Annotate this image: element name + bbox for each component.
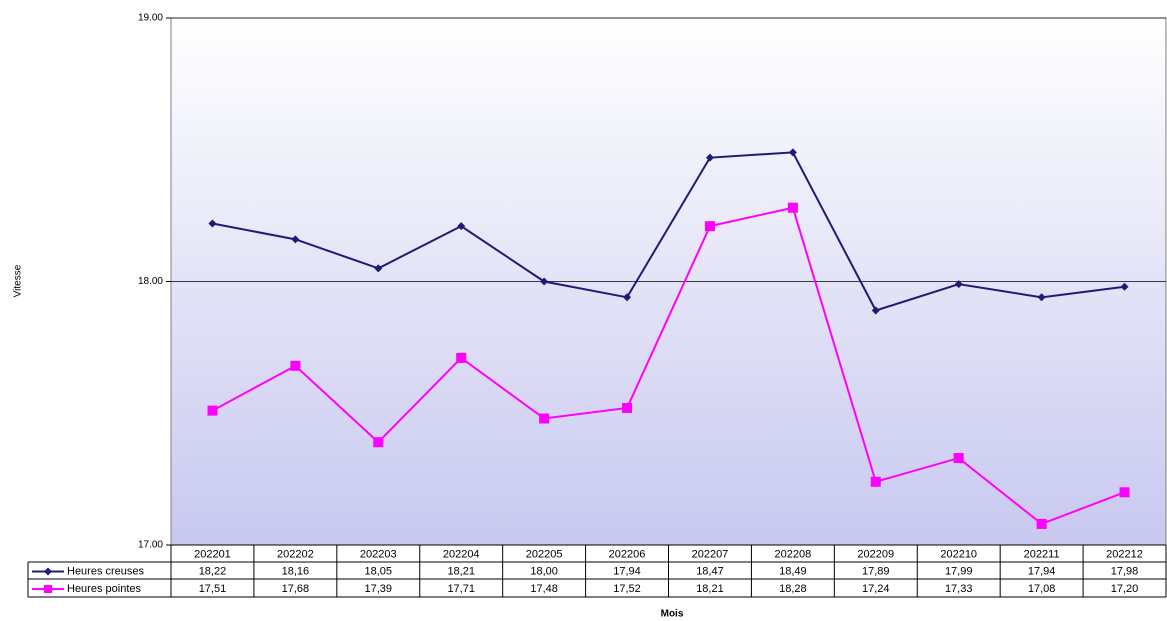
x-tick-label: 202206 [609,548,646,560]
table-value: 18,28 [779,583,807,595]
marker [871,306,880,315]
table-value: 18,22 [199,565,227,577]
x-tick-label: 202210 [940,548,977,560]
y-tick-label: 19.00 [138,13,163,24]
table-value: 17,33 [945,583,973,595]
series-line [212,151,1125,312]
marker [704,221,715,232]
table-value: 17,94 [613,565,641,577]
table-value: 17,89 [862,565,890,577]
table-value: 18,00 [530,565,558,577]
marker [623,293,632,302]
table-value: 17,99 [945,565,973,577]
x-tick-label: 202201 [194,548,231,560]
marker [374,264,383,273]
x-tick-label: 202205 [526,548,563,560]
marker [457,222,466,231]
marker [954,280,963,289]
table-value: 17,52 [613,583,641,595]
legend-marker [44,567,52,576]
marker [870,476,881,487]
table-value: 18,21 [696,583,724,595]
table-value: 17,71 [447,583,475,595]
table-value: 17,51 [199,583,227,595]
table-value: 17,94 [1028,565,1056,577]
table-value: 17,08 [1028,583,1056,595]
x-tick-label: 202204 [443,548,480,560]
table-value: 17,68 [282,583,310,595]
marker [788,148,797,157]
marker [539,413,550,424]
marker [456,352,467,363]
marker [1120,282,1129,291]
marker [953,453,964,464]
x-tick-label: 202208 [775,548,812,560]
series-line [211,206,1125,526]
table-value: 18,47 [696,565,724,577]
x-tick-label: 202202 [277,548,314,560]
x-tick-label: 202212 [1106,548,1143,560]
marker [1119,487,1130,498]
table-value: 17,24 [862,583,890,595]
table-value: 18,21 [447,565,475,577]
marker [290,360,301,371]
table-value: 18,05 [365,565,393,577]
marker [705,153,714,162]
marker [207,405,218,416]
marker [1037,293,1046,302]
table-value: 18,49 [779,565,807,577]
legend-label: Heures pointes [67,583,141,595]
y-tick-label: 17.00 [138,540,163,551]
marker [373,437,384,448]
x-tick-label: 202203 [360,548,397,560]
table-value: 17,39 [365,583,393,595]
x-tick-label: 202211 [1024,548,1060,560]
marker [208,219,217,228]
marker [622,402,633,413]
y-tick-label: 18.00 [138,276,163,287]
table-value: 17,20 [1111,583,1139,595]
x-tick-label: 202207 [692,548,729,560]
y-axis-label: Vitesse [13,264,24,297]
table-value: 18,16 [282,565,310,577]
legend-marker [44,585,52,593]
marker [291,235,300,244]
marker [787,202,798,213]
table-value: 17,98 [1111,565,1139,577]
table-value: 17,48 [530,583,558,595]
x-tick-label: 202209 [857,548,894,560]
x-axis-label: Mois [661,609,684,620]
marker [1036,518,1047,529]
marker [540,277,549,286]
legend-label: Heures creuses [67,565,145,577]
